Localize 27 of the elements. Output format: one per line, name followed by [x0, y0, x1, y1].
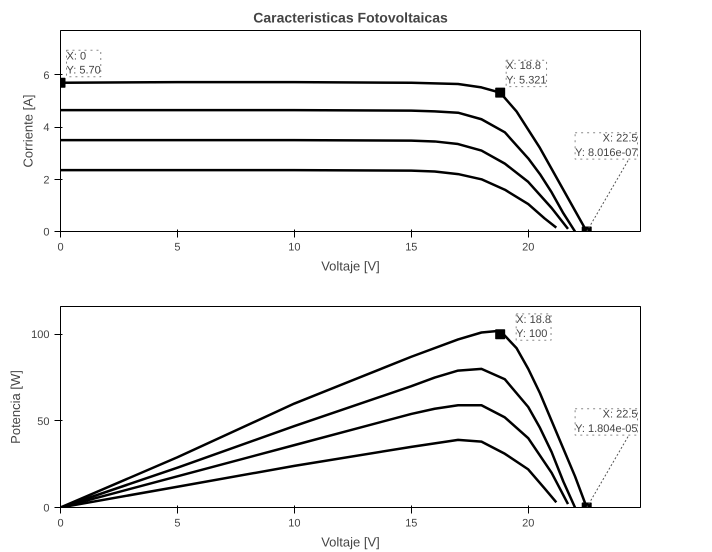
y-axis-title: Corriente [A]: [20, 94, 36, 168]
x-tick-label: 20: [522, 242, 534, 254]
y-tick-label: 100: [31, 329, 50, 342]
y-tick-label: 0: [43, 226, 50, 238]
x-tick-label: 5: [174, 242, 180, 254]
y-tick-label: 50: [37, 416, 50, 428]
annotation: X: 18.8 Y: 5.321: [506, 60, 547, 87]
y-tick-label: 2: [43, 174, 50, 186]
x-tick-label: 15: [405, 242, 418, 254]
y-tick-label: 6: [43, 70, 50, 82]
x-tick-label: 0: [57, 518, 64, 530]
x-tick-label: 20: [522, 518, 534, 530]
chart-title: Caracteristicas Fotovoltaicas: [253, 10, 448, 26]
annotation: X: 22.5 Y: 1.804e-05: [575, 408, 638, 436]
x-axis-title: Voltaje [V]: [321, 258, 380, 274]
annotation: X: 18.8 Y: 100: [516, 314, 552, 340]
x-tick-label: 5: [174, 518, 180, 530]
x-tick-label: 15: [405, 518, 418, 530]
y-axis-title: Potencia [W]: [8, 370, 24, 444]
x-tick-label: 10: [288, 518, 301, 530]
y-tick-label: 4: [43, 122, 50, 134]
annotation: X: 22.5 Y: 8.016e-07: [575, 132, 638, 160]
annotation: X: 0 Y: 5.70: [66, 50, 101, 77]
x-axis-title: Voltaje [V]: [321, 534, 380, 550]
x-tick-label: 10: [288, 242, 301, 254]
x-tick-label: 0: [57, 242, 64, 254]
y-tick-label: 0: [43, 502, 50, 514]
